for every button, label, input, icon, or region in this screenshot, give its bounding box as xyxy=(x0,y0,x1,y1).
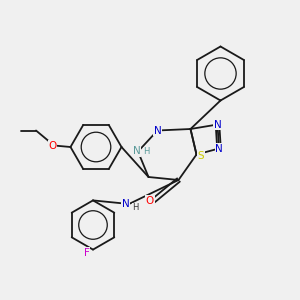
Text: F: F xyxy=(84,248,90,258)
Text: N: N xyxy=(215,143,223,154)
Text: N: N xyxy=(154,125,161,136)
Text: N: N xyxy=(122,199,129,209)
Text: H: H xyxy=(143,147,150,156)
Text: N: N xyxy=(133,146,140,157)
Text: O: O xyxy=(146,196,154,206)
Text: H: H xyxy=(132,203,139,212)
Text: N: N xyxy=(214,119,221,130)
Text: S: S xyxy=(198,151,204,161)
Text: O: O xyxy=(48,140,57,151)
